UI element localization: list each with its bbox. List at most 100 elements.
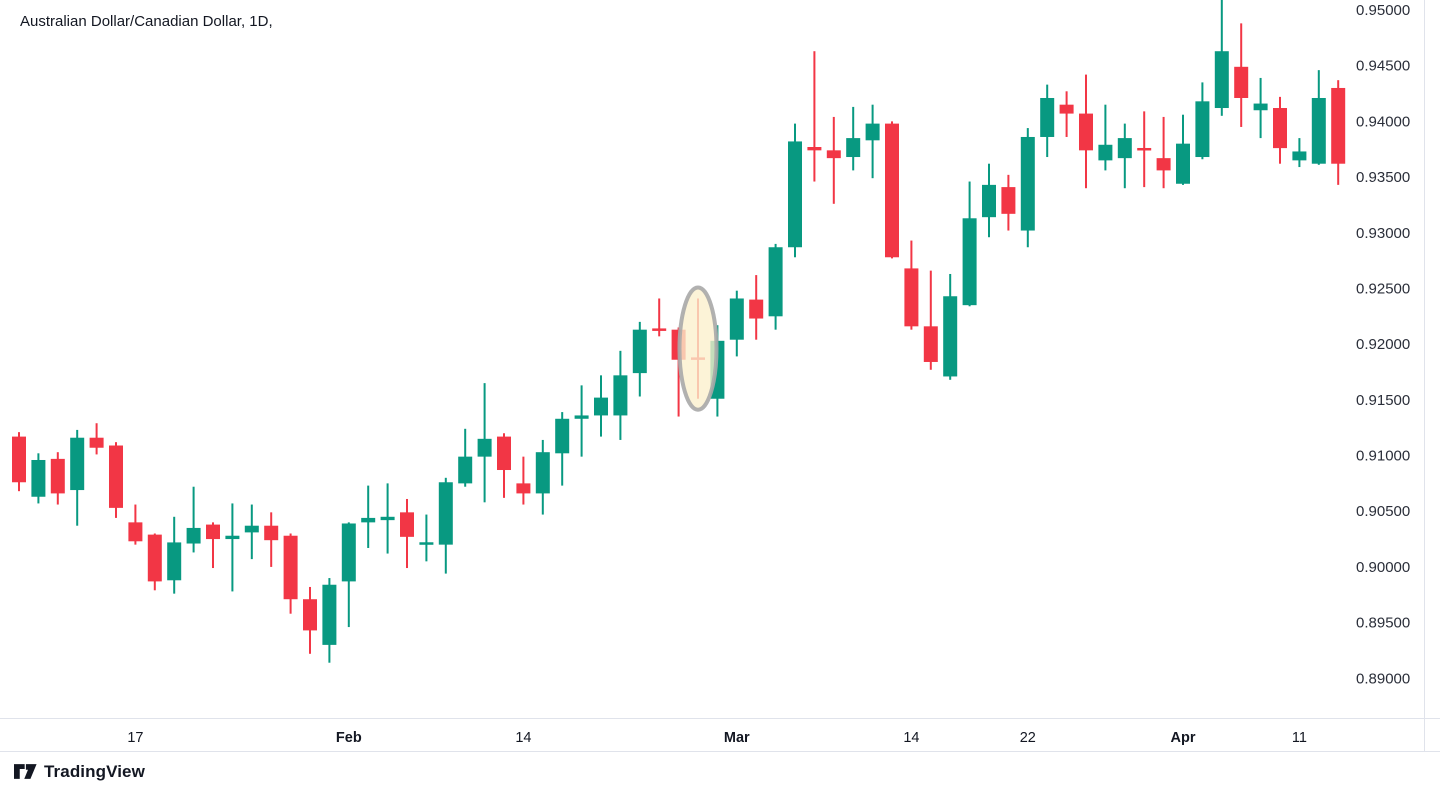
candle-body [652, 328, 667, 331]
candle-apr-8 [1273, 96, 1287, 164]
candle-mar-17 [962, 181, 977, 307]
candle-wick [832, 116, 835, 204]
candle-mar-23 [1040, 84, 1055, 158]
tradingview-attribution[interactable]: TradingView [14, 760, 145, 783]
candle-body [31, 459, 46, 497]
candle-body [1292, 151, 1307, 161]
candle-mar-8 [826, 116, 841, 204]
candle-body [1311, 97, 1326, 164]
candle-body [555, 418, 570, 454]
candle-wick [425, 514, 428, 562]
candle-jan-11 [50, 452, 65, 505]
candle-mar-9 [846, 106, 861, 171]
price-tick-label: 0.90500 [1356, 503, 1410, 520]
candle-jan-7 [12, 432, 26, 492]
highlight-ellipse-annotation[interactable] [677, 285, 719, 412]
candle-body [322, 584, 337, 645]
candle-body [264, 525, 279, 541]
candle-feb-7 [419, 514, 434, 562]
candle-feb-18 [594, 375, 608, 437]
candle-wick [192, 486, 195, 553]
candle-feb-4 [400, 498, 414, 569]
candle-body [361, 517, 376, 523]
candle-feb-2 [361, 485, 376, 548]
candle-feb-22 [632, 321, 647, 397]
candle-mar-18 [982, 163, 996, 238]
price-tick-label: 0.94000 [1356, 113, 1410, 130]
candle-apr-11 [1292, 138, 1307, 168]
candle-jan-20 [186, 486, 201, 553]
candle-jan-12 [70, 429, 85, 526]
candle-body [768, 247, 783, 317]
symbol-title[interactable]: Australian Dollar/Canadian Dollar, 1D, [20, 13, 273, 30]
candle-apr-12 [1311, 70, 1326, 165]
candle-wick [813, 51, 816, 182]
candle-body [244, 525, 259, 533]
candle-wick [522, 456, 525, 505]
candle-feb-11 [497, 433, 511, 498]
candle-body [419, 542, 434, 545]
candle-body [982, 184, 996, 218]
candle-body [89, 437, 104, 448]
price-tick-label: 0.95000 [1356, 2, 1410, 19]
candle-body [128, 522, 143, 542]
candle-body [109, 445, 123, 508]
time-axis[interactable]: 17 Feb 14 Mar 14 22 Apr 11 [127, 730, 1307, 746]
candle-body [535, 452, 550, 494]
candle-body [613, 375, 628, 416]
candle-body [788, 141, 802, 248]
candle-body [594, 397, 608, 416]
time-tick-label: Mar [724, 730, 750, 746]
candle-mar-25 [1079, 74, 1093, 189]
candle-body [1079, 113, 1093, 151]
candle-mar-7 [807, 51, 822, 182]
tradingview-brand-text: TradingView [44, 761, 145, 781]
candle-body [1137, 147, 1152, 151]
price-tick-label: 0.91000 [1356, 448, 1410, 465]
candle-apr-6 [1234, 23, 1249, 127]
candle-jan-28 [303, 586, 317, 654]
price-tick-label: 0.89000 [1356, 670, 1410, 687]
candle-wick [212, 522, 214, 569]
candle-jan-25 [244, 504, 259, 560]
candle-body [341, 523, 356, 582]
candle-jan-13 [89, 423, 104, 455]
candle-body [729, 298, 744, 340]
candle-wick [871, 104, 874, 179]
time-tick-label: 22 [1020, 730, 1036, 746]
candle-wick [580, 385, 583, 457]
candle-feb-17 [574, 385, 589, 457]
tradingview-logo-icon [14, 764, 37, 779]
candle-body [167, 542, 182, 581]
candle-body [206, 524, 220, 540]
candle-body [749, 299, 764, 319]
candle-body [400, 512, 414, 537]
candle-jan-24 [225, 503, 240, 592]
candle-feb-23 [652, 298, 667, 337]
candle-body [904, 268, 919, 327]
candle-body [458, 456, 473, 484]
candle-apr-1 [1176, 114, 1190, 185]
price-axis[interactable]: 0.95000 0.94500 0.94000 0.93500 0.93000 0.925… [1356, 2, 1410, 687]
candle-body [885, 123, 899, 258]
candle-mar-21 [1001, 174, 1016, 231]
candle-apr-13 [1331, 80, 1346, 185]
candle-wick [658, 298, 661, 337]
candle-body [1040, 97, 1055, 137]
candle-mar-2 [749, 275, 764, 340]
candle-wick [1162, 116, 1165, 189]
candle-jan-27 [283, 533, 298, 614]
candle-body [1273, 108, 1287, 149]
candle-mar-28 [1098, 104, 1113, 171]
candle-body [923, 326, 938, 362]
candle-body [1176, 143, 1190, 184]
candle-feb-14 [516, 456, 531, 505]
candle-body [1331, 87, 1346, 164]
candle-mar-22 [1020, 128, 1035, 248]
candle-body [962, 218, 977, 306]
chart-frame [0, 0, 1440, 752]
time-tick-label: 14 [903, 730, 919, 746]
price-tick-label: 0.94500 [1356, 58, 1410, 75]
candle-mar-10 [865, 104, 880, 179]
